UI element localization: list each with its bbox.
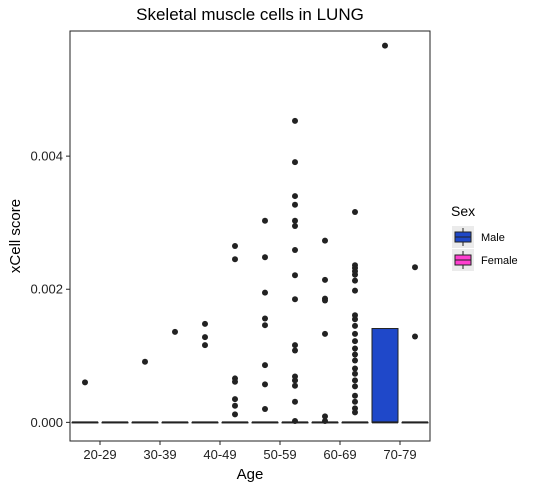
boxes-layer <box>71 328 429 424</box>
outlier-point <box>322 237 328 244</box>
legend: Sex Male Female <box>451 203 518 271</box>
outlier-point <box>262 315 268 322</box>
outlier-point <box>352 398 358 405</box>
outlier-point <box>322 276 328 283</box>
y-axis: 0.000 0.002 0.004 <box>30 149 70 430</box>
outlier-point <box>262 381 268 388</box>
outlier-point <box>292 201 298 208</box>
outlier-point <box>82 379 88 386</box>
outlier-point <box>262 254 268 261</box>
outlier-point <box>322 418 328 425</box>
outlier-point <box>352 338 358 345</box>
outlier-point <box>352 357 358 364</box>
outlier-point <box>412 333 418 340</box>
outlier-points-layer <box>82 42 418 425</box>
outlier-point <box>352 365 358 372</box>
outlier-point <box>292 223 298 230</box>
outlier-point <box>352 322 358 329</box>
outlier-point <box>412 264 418 271</box>
outlier-point <box>202 334 208 341</box>
x-tick-label: 70-79 <box>383 447 416 462</box>
outlier-point <box>352 383 358 390</box>
outlier-point <box>232 396 238 403</box>
y-axis-title: xCell score <box>7 199 24 273</box>
outlier-point <box>292 193 298 200</box>
outlier-point <box>292 382 298 389</box>
outlier-point <box>232 256 238 263</box>
outlier-point <box>232 402 238 409</box>
outlier-point <box>232 378 238 385</box>
legend-label-female: Female <box>481 255 518 267</box>
outlier-point <box>352 377 358 384</box>
outlier-point <box>142 358 148 365</box>
outlier-point <box>292 272 298 279</box>
x-tick-label: 30-39 <box>143 447 176 462</box>
outlier-point <box>202 320 208 327</box>
outlier-point <box>352 370 358 377</box>
x-tick-label: 60-69 <box>323 447 356 462</box>
outlier-point <box>292 217 298 224</box>
outlier-point <box>202 342 208 349</box>
y-tick-label: 0.004 <box>30 149 63 164</box>
outlier-point <box>352 409 358 416</box>
legend-label-male: Male <box>481 232 505 244</box>
outlier-point <box>292 418 298 425</box>
outlier-point <box>292 347 298 354</box>
outlier-point <box>262 217 268 224</box>
x-tick-label: 50-59 <box>263 447 296 462</box>
outlier-point <box>352 351 358 358</box>
outlier-point <box>262 322 268 329</box>
outlier-point <box>352 345 358 352</box>
outlier-point <box>352 392 358 399</box>
outlier-point <box>262 406 268 413</box>
outlier-point <box>262 362 268 369</box>
legend-title: Sex <box>451 203 475 219</box>
outlier-point <box>382 42 388 49</box>
x-axis: 20-29 30-39 40-49 50-59 60-69 70-79 <box>83 441 417 462</box>
chart-title: Skeletal muscle cells in LUNG <box>136 5 364 24</box>
outlier-point <box>292 159 298 166</box>
outlier-point <box>232 242 238 249</box>
outlier-point <box>232 411 238 418</box>
x-tick-label: 20-29 <box>83 447 116 462</box>
outlier-point <box>292 398 298 405</box>
plot-panel <box>69 30 431 442</box>
outlier-point <box>322 297 328 304</box>
outlier-point <box>292 377 298 384</box>
outlier-point <box>262 289 268 296</box>
y-tick-label: 0.002 <box>30 282 63 297</box>
outlier-point <box>292 342 298 349</box>
outlier-point <box>322 413 328 420</box>
outlier-point <box>292 246 298 253</box>
x-tick-label: 40-49 <box>203 447 236 462</box>
outlier-point <box>322 330 328 337</box>
outlier-point <box>352 271 358 278</box>
x-axis-title: Age <box>237 466 264 483</box>
outlier-point <box>352 287 358 294</box>
outlier-point <box>352 277 358 284</box>
outlier-point <box>352 209 358 216</box>
outlier-point <box>352 316 358 323</box>
outlier-point <box>292 296 298 303</box>
box-male-70-79 <box>371 328 399 423</box>
y-tick-label: 0.000 <box>30 415 63 430</box>
outlier-point <box>352 330 358 337</box>
outlier-point <box>172 328 178 335</box>
outlier-point <box>292 117 298 124</box>
